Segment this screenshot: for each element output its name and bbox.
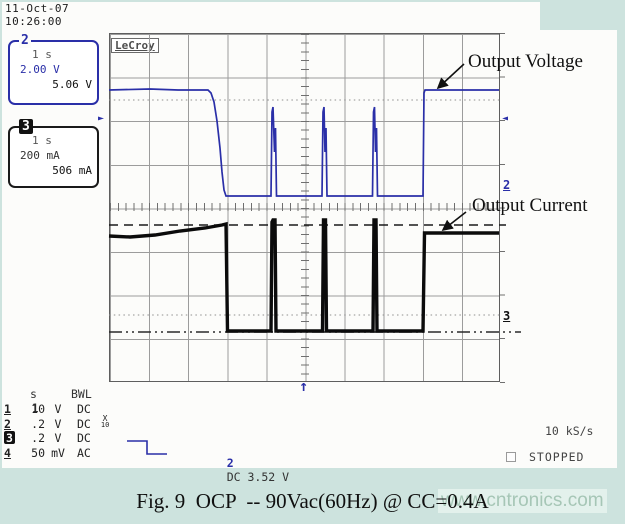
center-vertical-axis-ticks	[301, 34, 309, 381]
ch2-probe-x10-icon: X 10	[100, 413, 110, 429]
background-corner	[540, 0, 617, 30]
ch2-settings-row: 2 .2 V DC X 10	[4, 413, 110, 432]
ch4-unit: mV	[51, 445, 65, 460]
right-edge-ticks	[500, 33, 505, 383]
timebase-unit: s	[30, 387, 37, 401]
ch2-zero-marker: 2	[503, 178, 511, 192]
timebase-row: 1 s BWL	[4, 387, 92, 457]
date-text: 11-Oct-07	[5, 2, 70, 15]
trigger-level-arrow-right-icon: ◄	[502, 113, 509, 124]
datetime: 11-Oct-07 10:26:00	[5, 2, 69, 28]
ch4-settings-row: 4 50 mV AC	[4, 446, 109, 461]
trigger-value: DC 3.52 V	[226, 470, 290, 484]
channel-settings: 1 10 V DC 2 .2 V DC X 10 3 .2 V DC 4 50 …	[4, 402, 109, 460]
trigger-level-arrow-left-icon: ►	[98, 113, 105, 124]
ch2-measure: 5.06 V	[52, 78, 92, 91]
ch3-coupling: DC	[77, 431, 91, 445]
ch3-settings-row: 3 .2 V DC	[4, 431, 109, 446]
ch2-param-box: 2 1 s 2.00 V 5.06 V	[8, 33, 99, 105]
bwl-indicator: BWL	[71, 387, 92, 401]
time-text: 10:26:00	[5, 15, 62, 28]
ch1-number: 1	[4, 402, 11, 416]
trigger-readout: 2 DC 3.52 V	[199, 442, 289, 498]
figure-caption: Fig. 9 OCP -- 90Vac(60Hz) @ CC=0.4A	[136, 489, 489, 513]
ch1-unit: V	[54, 402, 62, 416]
ch2-coupling: DC	[77, 416, 91, 431]
ch4-number: 4	[4, 445, 11, 460]
ch2-unit: V	[54, 416, 62, 431]
ch1-coupling: DC	[77, 402, 91, 416]
ch4-coupling: AC	[77, 445, 91, 460]
output-voltage-label: Output Voltage	[468, 51, 583, 72]
ch1-settings-row: 1 10 V DC	[4, 402, 109, 417]
ch2-scale: 2.00 V	[20, 63, 60, 76]
ch3-param-box: 3 1 s 200 mA 506 mA	[8, 119, 99, 188]
ch3-scale-setting: .2	[31, 431, 45, 445]
acquisition-status: STOPPED	[529, 450, 585, 464]
status-checkbox-icon	[506, 452, 516, 462]
output-current-label: Output Current	[472, 195, 588, 216]
watermark: www.cntronics.com	[438, 489, 607, 513]
ch3-timebase: 1 s	[32, 134, 52, 147]
ch2-number: 2	[4, 416, 11, 431]
ch3-unit: V	[54, 431, 62, 445]
ch2-scale-setting: .2	[31, 416, 45, 431]
ch2-timebase: 1 s	[32, 48, 52, 61]
timebase-value: 1	[31, 401, 39, 415]
ch3-zero-marker: 3	[503, 309, 511, 323]
ch3-measure: 506 mA	[52, 164, 92, 177]
ch2-badge: 2	[19, 33, 31, 48]
sample-rate: 10 kS/s	[545, 424, 594, 438]
ch4-scale: 50	[31, 445, 45, 460]
ch3-number: 3	[4, 431, 15, 445]
trigger-time-arrow-icon: ↑	[299, 377, 309, 395]
ch3-scale: 200 mA	[20, 149, 60, 162]
trigger-channel: 2	[226, 456, 234, 470]
ch3-badge: 3	[19, 119, 33, 134]
ch1-scale: 10	[31, 402, 45, 416]
